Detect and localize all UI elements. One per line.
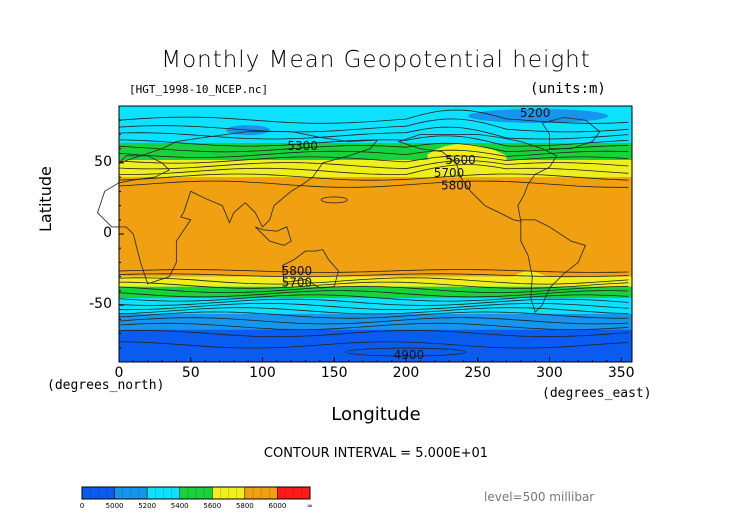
high-5900-cell [320, 196, 348, 204]
contour-label-6: 5700 [282, 275, 313, 289]
contour-label-0: 5200 [520, 106, 551, 120]
contour-line-12 [118, 273, 629, 278]
colorbar-label-4: 5600 [203, 502, 221, 510]
chart-title: Monthly Mean Geopotential height [161, 47, 591, 73]
colorbar-label-2: 5200 [138, 502, 156, 510]
contour-line-8 [118, 164, 629, 176]
contour-line-19 [118, 303, 629, 311]
contour-line-3 [118, 135, 629, 147]
pressure-level: level=500 millibar [484, 490, 595, 504]
contour-line-1 [118, 118, 629, 133]
chart-subtitle: [HGT_1998-10_NCEP.nc] [129, 83, 269, 96]
y-tick-label: 50 [94, 153, 112, 170]
contour-line-9 [118, 173, 629, 181]
contour-interval: CONTOUR INTERVAL = 5.000E+01 [263, 446, 489, 461]
contour-line-10 [118, 180, 629, 188]
contour-lines [118, 109, 629, 357]
contour-line-14 [118, 281, 629, 289]
band-5 [119, 286, 632, 298]
colorbar-label-1: 5000 [106, 502, 124, 510]
contour-line-11 [118, 269, 629, 273]
y-tick-label: 0 [103, 225, 112, 241]
contour-line-21 [118, 311, 629, 319]
x-tick-label: 150 [320, 365, 348, 381]
continent-4 [541, 116, 601, 150]
contour-label-1: 5300 [287, 139, 318, 153]
low-4900-cell [345, 347, 467, 357]
band-3 [119, 177, 632, 277]
x-axis-label: Longitude [331, 404, 421, 425]
contour-line-23 [118, 322, 629, 331]
x-tick-label: 200 [392, 365, 420, 381]
continent-0 [96, 131, 379, 285]
contour-label-3: 5700 [434, 166, 465, 180]
band-8 [119, 329, 632, 362]
x-axis-units-left: (degrees_north) [47, 378, 165, 393]
colorbar-frame [81, 486, 311, 500]
contour-line-0 [118, 109, 629, 124]
contour-label-4: 5800 [441, 179, 472, 193]
y-tick-label: -50 [89, 296, 112, 313]
x-axis-units-right: (degrees_east) [542, 386, 652, 401]
x-tick-label: 100 [249, 365, 276, 381]
contour-label-7: 4900 [394, 348, 425, 362]
contour-line-5 [118, 149, 629, 158]
contour-line-2 [118, 126, 629, 140]
colorbar-label-3: 5400 [171, 502, 189, 510]
subtropic-patch [513, 271, 547, 277]
continent-outlines [96, 116, 601, 314]
units-label: (units:m) [530, 81, 606, 97]
contour-label-2: 5600 [445, 153, 476, 167]
colorbar: 0 5000 5200 5400 5600 5800 6000 ∞ [80, 486, 313, 510]
x-tick-label: 50 [181, 365, 200, 381]
x-tick-label: 300 [536, 365, 563, 381]
axis-ticks [118, 119, 622, 362]
continent-1 [397, 133, 558, 222]
colorbar-label-6: 6000 [269, 502, 287, 510]
contour-line-22 [118, 317, 629, 325]
contour-line-16 [118, 290, 629, 298]
contour-line-17 [118, 294, 629, 302]
band-4 [119, 276, 632, 287]
colorbar-label-0: 0 [80, 502, 84, 510]
x-tick-label: 0 [114, 365, 124, 381]
colorbar-label-5: 5800 [236, 502, 254, 510]
x-tick-label: 250 [464, 365, 492, 381]
contour-line-15 [118, 285, 629, 293]
band-7 [119, 313, 632, 330]
contour-line-6 [118, 155, 629, 164]
contour-line-4 [118, 142, 629, 153]
contour-line-18 [118, 298, 629, 306]
contour-label-5: 5800 [282, 264, 313, 278]
continent-5 [254, 226, 292, 246]
low-5200-arctic [468, 108, 609, 123]
y-axis-label: Latitude [36, 166, 55, 232]
colorbar-label-7: ∞ [307, 502, 313, 510]
contour-line-20 [118, 307, 629, 315]
contour-line-13 [118, 277, 629, 285]
continent-3 [282, 249, 339, 289]
contour-line-24 [118, 329, 629, 338]
plot-area [119, 106, 632, 362]
contour-line-25 [118, 341, 629, 349]
contour-line-7 [118, 160, 629, 170]
x-tick-label: 350 [607, 365, 635, 381]
band-6 [119, 298, 632, 314]
